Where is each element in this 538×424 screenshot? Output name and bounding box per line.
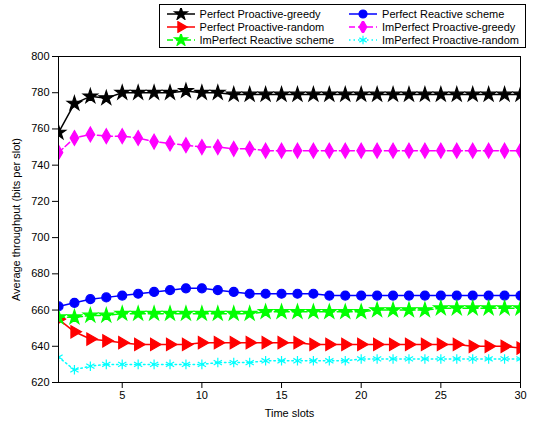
html-text:ImPerfect Proactive-random: ImPerfect Proactive-random (382, 33, 519, 46)
svg-text:740: 740 (31, 159, 49, 171)
svg-text:30: 30 (514, 389, 526, 401)
html-text:ImPerfect Reactive scheme: ImPerfect Reactive scheme (199, 33, 335, 46)
svg-text:20: 20 (355, 389, 367, 401)
svg-text:720: 720 (31, 195, 49, 207)
svg-text:25: 25 (435, 389, 447, 401)
svg-text:640: 640 (31, 340, 49, 352)
html-text:Perfect Reactive scheme: Perfect Reactive scheme (382, 7, 505, 20)
svg-text:800: 800 (31, 50, 49, 62)
html-text:Perfect Proactive-random: Perfect Proactive-random (199, 20, 325, 33)
html-text:ImPerfect Proactive-greedy: ImPerfect Proactive-greedy (382, 20, 516, 33)
svg-text:15: 15 (275, 389, 287, 401)
svg-text:780: 780 (31, 86, 49, 98)
svg-text:680: 680 (31, 267, 49, 279)
html-text:Perfect Proactive-greedy: Perfect Proactive-greedy (199, 7, 321, 20)
svg-text:620: 620 (31, 376, 49, 388)
svg-text:5: 5 (119, 389, 125, 401)
svg-text:700: 700 (31, 231, 49, 243)
svg-text:660: 660 (31, 304, 49, 316)
svg-text:760: 760 (31, 122, 49, 134)
svg-text:Average throughput (bits per s: Average throughput (bits per slot) (10, 138, 22, 301)
svg-text:Time slots: Time slots (265, 407, 315, 419)
svg-text:10: 10 (196, 389, 208, 401)
